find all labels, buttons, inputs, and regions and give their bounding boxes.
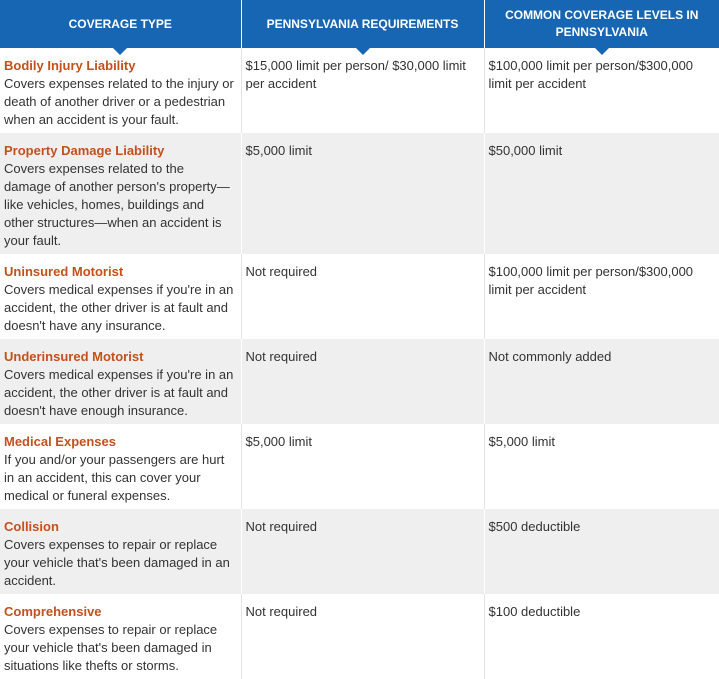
common-level-cell: $100 deductible <box>488 604 581 619</box>
coverage-cell: Comprehensive Covers expenses to repair o… <box>0 594 242 679</box>
common-level-cell: $500 deductible <box>484 509 719 594</box>
common-level-cell: $100,000 limit per person/$300,000 limit… <box>488 58 694 91</box>
coverage-description: Covers medical expenses if you're in an … <box>4 367 234 418</box>
coverage-title: Bodily Injury Liability <box>4 58 136 73</box>
table-row: Property Damage Liability Covers expenses… <box>0 133 719 254</box>
table-body: Bodily Injury Liability Covers expenses r… <box>0 48 719 679</box>
coverage-cell: Collision Covers expenses to repair or re… <box>0 509 242 594</box>
requirement-cell: Not required <box>241 339 485 424</box>
requirement-cell: Not required <box>241 594 485 679</box>
column-header: Pennsylvania Requirements <box>241 0 485 55</box>
table-row: Uninsured Motorist Covers medical expense… <box>0 254 719 339</box>
common-level-cell: $50,000 limit <box>484 133 719 254</box>
common-level-cell: $5,000 limit <box>488 434 555 449</box>
coverage-cell: Uninsured Motorist Covers medical expense… <box>0 254 242 339</box>
coverage-description: If you and/or your passengers are hurt i… <box>4 452 225 503</box>
coverage-cell: Property Damage Liability Covers expenses… <box>0 133 242 254</box>
column-header: Common Coverage Levels in Pennsylvania <box>484 0 719 55</box>
table-row: Comprehensive Covers expenses to repair o… <box>0 594 719 679</box>
requirement-cell: $15,000 limit per person/ $30,000 limit … <box>241 48 485 133</box>
coverage-title: Collision <box>4 519 59 534</box>
coverage-cell: Medical Expenses If you and/or your passe… <box>0 424 242 509</box>
coverage-description: Covers expenses related to the injury or… <box>4 76 234 127</box>
coverage-description: Covers expenses to repair or replace you… <box>4 622 218 673</box>
coverage-cell: Underinsured Motorist Covers medical expe… <box>0 339 242 424</box>
requirement-cell: Not required <box>241 254 485 339</box>
table-row: Collision Covers expenses to repair or re… <box>0 509 719 594</box>
table-row: Underinsured Motorist Covers medical expe… <box>0 339 719 424</box>
requirement-cell: Not required <box>241 509 485 594</box>
coverage-title: Underinsured Motorist <box>4 349 144 364</box>
coverage-title: Comprehensive <box>4 604 102 619</box>
table-row: Bodily Injury Liability Covers expenses r… <box>0 48 719 133</box>
coverage-description: Covers medical expenses if you're in an … <box>4 282 234 333</box>
coverage-title: Uninsured Motorist <box>4 264 124 279</box>
coverage-cell: Bodily Injury Liability Covers expenses r… <box>0 48 242 133</box>
header-row: Coverage Type Pennsylvania Requirements Co… <box>0 0 719 55</box>
table-row: Medical Expenses If you and/or your passe… <box>0 424 719 509</box>
coverage-title: Property Damage Liability <box>4 143 165 158</box>
requirement-cell: $5,000 limit <box>241 424 485 509</box>
common-level-cell: Not commonly added <box>484 339 719 424</box>
common-level-cell: $100,000 limit per person/$300,000 limit… <box>488 264 694 297</box>
coverage-title: Medical Expenses <box>4 434 116 449</box>
column-header: Coverage Type <box>0 0 242 55</box>
coverage-description: Covers expenses related to the damage of… <box>4 161 230 248</box>
coverage-description: Covers expenses to repair or replace you… <box>4 537 230 588</box>
requirement-cell: $5,000 limit <box>241 133 485 254</box>
